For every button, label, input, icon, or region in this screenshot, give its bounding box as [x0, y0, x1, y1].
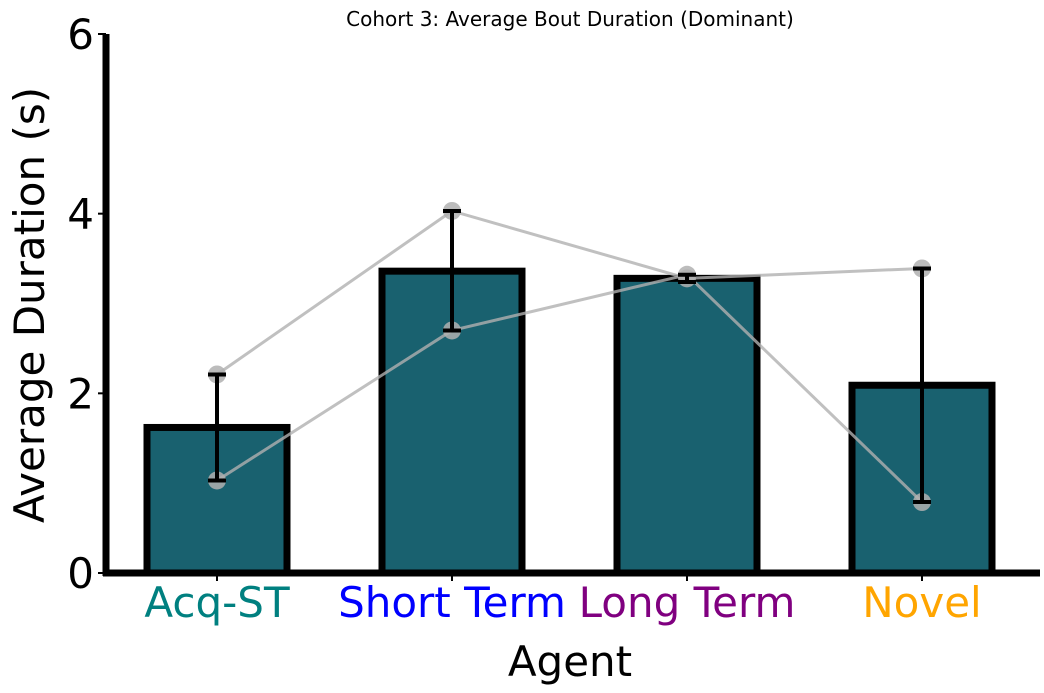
x-tick-label-novel: Novel [862, 578, 981, 627]
y-tick-label-2: 2 [67, 369, 94, 418]
x-ticks-group: Acq-ST Short Term Long Term Novel [144, 573, 982, 627]
y-tick-label-0: 0 [67, 549, 94, 598]
y-ticks-group: 0 2 4 6 [67, 10, 106, 598]
y-tick-label-6: 6 [67, 10, 94, 59]
x-axis-label: Agent [508, 637, 632, 686]
individual-lines-group [208, 201, 931, 512]
chart-title: Cohort 3: Average Bout Duration (Dominan… [346, 7, 794, 31]
y-axis-label: Average Duration (s) [5, 87, 54, 523]
axes-group [102, 34, 1040, 577]
individual-line-2 [216, 273, 924, 504]
x-tick-label-short-term: Short Term [338, 578, 566, 627]
error-bars-group [208, 208, 931, 505]
x-tick-label-long-term: Long Term [579, 578, 796, 627]
bars-group [143, 267, 996, 577]
y-tick-label-4: 4 [67, 190, 94, 239]
x-tick-label-acq-st: Acq-ST [144, 578, 290, 627]
individual-line-1 [216, 209, 923, 376]
